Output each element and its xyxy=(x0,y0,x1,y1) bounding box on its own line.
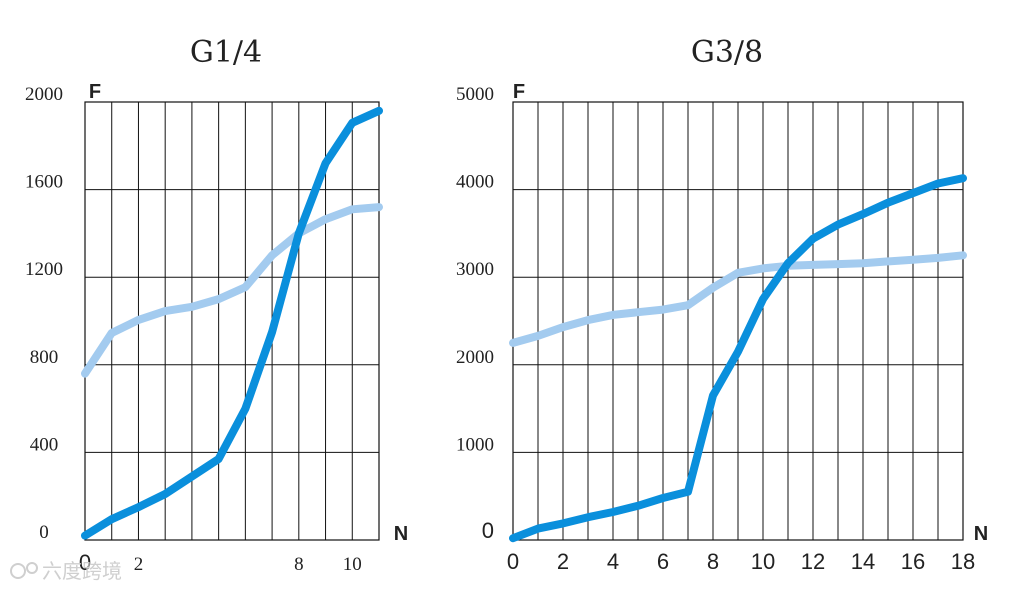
y-tick-label: 1600 xyxy=(25,172,63,193)
y-tick-label: 5000 xyxy=(456,84,494,105)
plot-frame xyxy=(512,101,964,541)
series-line-1 xyxy=(81,203,383,378)
y-tick-label: 800 xyxy=(30,347,59,368)
watermark: 六度跨境 xyxy=(10,559,122,583)
x-tick-label: 2 xyxy=(134,554,144,575)
x-tick-label: 10 xyxy=(751,549,775,574)
x-tick-label: 10 xyxy=(343,554,362,575)
y-tick-label: 3000 xyxy=(456,259,494,280)
x-axis-label: N xyxy=(974,523,988,545)
x-tick-label: 14 xyxy=(851,549,875,574)
y-axis-label: F xyxy=(513,81,525,103)
x-tick-label: 8 xyxy=(707,549,719,574)
chart-title: G3/8 xyxy=(691,35,763,70)
x-tick-label: 16 xyxy=(901,549,925,574)
plot-frame xyxy=(84,101,380,541)
watermark-text: 六度跨境 xyxy=(42,559,122,583)
chart-g3-8: G3/8 F N 0 1000 2000 3000 4000 5000 0 2 4 6 8 10 12 14 16… xyxy=(456,35,988,574)
watermark-logo-dot-icon xyxy=(26,562,38,574)
y-tick-label: 400 xyxy=(30,434,59,455)
x-tick-label: 6 xyxy=(657,549,669,574)
x-tick-label: 12 xyxy=(801,549,825,574)
series-line-2 xyxy=(81,106,383,540)
y-tick-label: 0 xyxy=(39,522,49,543)
x-tick-label: 18 xyxy=(951,549,975,574)
chart-title: G1/4 xyxy=(190,35,262,70)
x-tick-label: 4 xyxy=(607,549,619,574)
x-axis-label: N xyxy=(394,523,408,545)
y-tick-label: 4000 xyxy=(456,172,494,193)
chart-g1-4: G1/4 F N 0 400 800 1200 1600 2000 0 2 8 10 xyxy=(25,35,408,575)
x-tick-label: 2 xyxy=(557,549,569,574)
x-tick-label: 0 xyxy=(79,550,91,575)
series-line-1 xyxy=(509,251,967,347)
watermark-logo-icon xyxy=(10,563,26,579)
y-tick-label: 0 xyxy=(482,518,494,543)
y-axis-label: F xyxy=(89,81,101,103)
y-tick-label: 1000 xyxy=(456,434,494,455)
x-tick-label: 0 xyxy=(507,549,519,574)
y-tick-label: 2000 xyxy=(456,347,494,368)
y-tick-label: 1200 xyxy=(25,259,63,280)
y-tick-label: 2000 xyxy=(25,84,63,105)
x-tick-label: 8 xyxy=(294,554,304,575)
series-line-2 xyxy=(509,174,967,543)
